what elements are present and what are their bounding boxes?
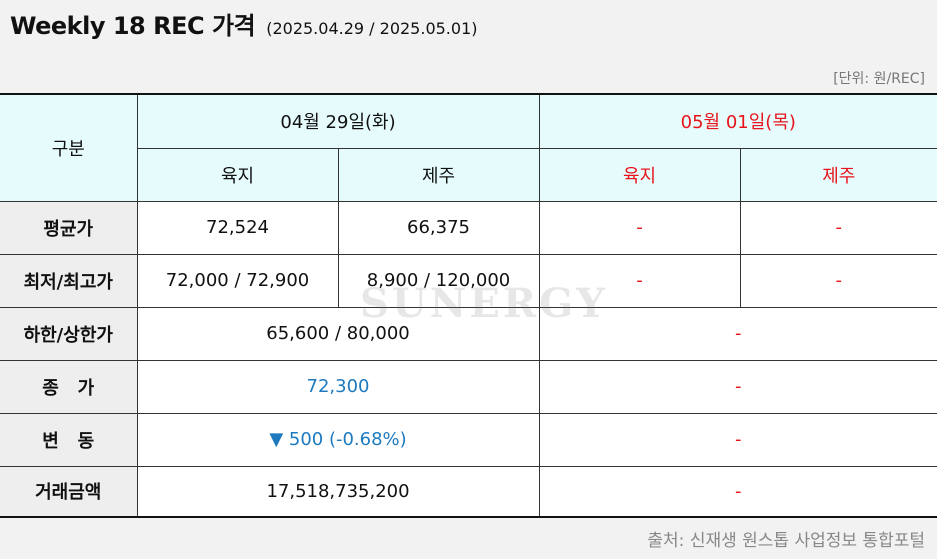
cell-avg-jeju-2: - (739, 200, 937, 255)
cell-change-2: - (538, 412, 937, 467)
corner-header: 구분 (0, 95, 138, 202)
title-bar: Weekly 18 REC 가격 (2025.04.29 / 2025.05.0… (10, 6, 477, 41)
table-row-minmax: 최저/최고가 72,000 / 72,900 8,900 / 120,000 -… (0, 253, 937, 308)
table-row-limit: 하한/상한가 65,600 / 80,000 - (0, 306, 937, 361)
cell-avg-jeju-1: 66,375 (337, 200, 540, 255)
source-note: 출처: 신재생 원스톱 사업정보 통합포털 (647, 531, 925, 551)
row-label-average: 평균가 (0, 200, 138, 255)
region-header-land-1: 육지 (137, 147, 339, 202)
date-header-1: 04월 29일(화) (136, 95, 540, 149)
cell-close-2: - (538, 359, 937, 414)
table-row-change: 변 동 ▼ 500 (-0.68%) - (0, 412, 937, 467)
cell-minmax-jeju-2: - (739, 253, 937, 308)
cell-close-1: 72,300 (136, 359, 540, 414)
table-row-average: 평균가 72,524 66,375 - - (0, 200, 937, 255)
cell-avg-land-2: - (538, 200, 741, 255)
rec-price-table: 구분 04월 29일(화) 05월 01일(목) 육지 제주 육지 제주 평균가… (0, 95, 937, 516)
table-row-close: 종 가 72,300 - (0, 359, 937, 414)
region-header-row: 육지 제주 육지 제주 (0, 147, 937, 202)
date-range: (2025.04.29 / 2025.05.01) (266, 19, 478, 38)
row-label-close: 종 가 (0, 359, 138, 414)
cell-change-1: ▼ 500 (-0.68%) (136, 412, 540, 467)
date-header-row: 구분 04월 29일(화) 05월 01일(목) (0, 95, 937, 202)
cell-limit-2: - (538, 306, 937, 361)
cell-avg-land-1: 72,524 (136, 200, 339, 255)
page-title: Weekly 18 REC 가격 (10, 12, 256, 40)
date-header-2: 05월 01일(목) (538, 95, 937, 149)
region-header-land-2: 육지 (538, 147, 741, 202)
row-label-minmax: 최저/최고가 (0, 253, 138, 308)
unit-label: [단위: 원/REC] (833, 71, 925, 87)
region-header-jeju-1: 제주 (337, 147, 540, 202)
table-row-volume: 거래금액 17,518,735,200 - (0, 465, 937, 516)
row-label-change: 변 동 (0, 412, 138, 467)
cell-volume-2: - (538, 465, 937, 516)
rec-price-table-container: 구분 04월 29일(화) 05월 01일(목) 육지 제주 육지 제주 평균가… (0, 93, 937, 518)
cell-minmax-land-1: 72,000 / 72,900 (136, 253, 339, 308)
cell-volume-1: 17,518,735,200 (136, 465, 540, 516)
cell-minmax-jeju-1: 8,900 / 120,000 (337, 253, 540, 308)
region-header-jeju-2: 제주 (739, 147, 937, 202)
row-label-limit: 하한/상한가 (0, 306, 138, 361)
cell-limit-1: 65,600 / 80,000 (136, 306, 540, 361)
cell-minmax-land-2: - (538, 253, 741, 308)
row-label-volume: 거래금액 (0, 465, 138, 516)
